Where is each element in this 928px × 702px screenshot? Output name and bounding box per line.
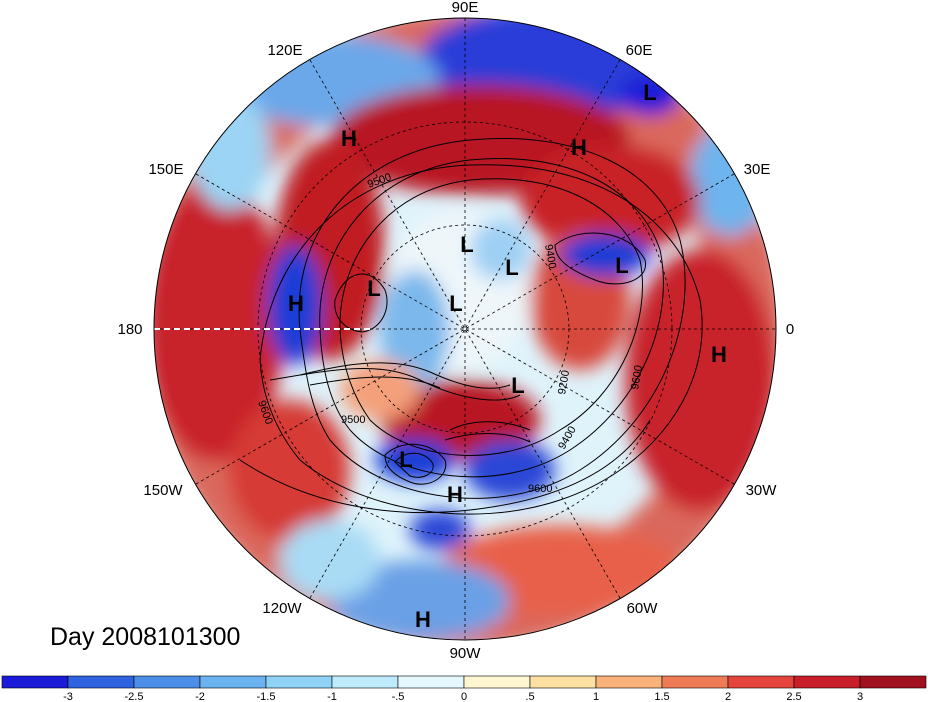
map-boundary — [153, 17, 777, 641]
colorbar-segment — [265, 675, 333, 689]
lon-label-60W: 60W — [627, 600, 659, 617]
lon-label-60E: 60E — [626, 42, 653, 59]
colorbar-tick-label: 1.5 — [654, 691, 669, 702]
pressure-center: L — [615, 253, 628, 278]
pressure-center: H — [447, 482, 463, 507]
colorbar-tick-label: -1.5 — [257, 691, 276, 702]
pressure-center: L — [505, 255, 518, 280]
contour-label: 9400 — [542, 243, 558, 269]
pressure-center: L — [460, 232, 473, 257]
pressure-center: H — [571, 135, 587, 160]
colorbar-segment — [793, 675, 861, 689]
height-contours — [239, 138, 703, 515]
pressure-center: H — [341, 126, 357, 151]
pressure-center: H — [711, 342, 727, 367]
colorbar-segment — [529, 675, 597, 689]
colorbar-tick-label: .5 — [525, 691, 534, 702]
colorbar-tick-label: 3 — [857, 691, 863, 702]
colorbar-segment — [463, 675, 531, 689]
lon-label-30E: 30E — [744, 161, 771, 178]
lon-label-90W: 90W — [450, 645, 482, 662]
colorbar-tick-label: 2 — [725, 691, 731, 702]
colorbar-tick-label: -2.5 — [125, 691, 144, 702]
pressure-center: L — [399, 447, 412, 472]
colorbar-segment — [67, 675, 135, 689]
contour-label: 9600 — [629, 364, 645, 390]
colorbar-segment — [331, 675, 399, 689]
colorbar-segment — [133, 675, 201, 689]
map-title: Day 2008101300 — [50, 623, 240, 651]
colorbar-tick-label: 2.5 — [786, 691, 801, 702]
pressure-center: L — [643, 80, 656, 105]
lon-label-120E: 120E — [267, 42, 302, 59]
colorbar-segment — [199, 675, 267, 689]
colorbar-segment — [1, 675, 69, 689]
pressure-center: L — [449, 291, 462, 316]
lon-label-150W: 150W — [143, 482, 183, 499]
contour-label: 9500 — [341, 414, 365, 426]
colorbar-segment — [727, 675, 795, 689]
pressure-center: L — [367, 276, 380, 301]
contour-label: 9600 — [528, 483, 552, 495]
lon-label-120W: 120W — [262, 600, 302, 617]
colorbar-tick-label: -1 — [327, 691, 337, 702]
lon-label-150E: 150E — [148, 161, 183, 178]
lon-label-90E: 90E — [452, 0, 479, 16]
pressure-center: H — [415, 607, 431, 632]
lon-label-0: 0 — [786, 321, 794, 338]
longitude-labels: 90E 60E 30E 0 30W 60W 90W 120W 150W 180 … — [117, 0, 794, 662]
colorbar: -3 -2.5 -2 -1.5 -1 -.5 0 .5 1 1.5 2 2.5 3 — [1, 675, 927, 702]
contour-label: 9200 — [556, 369, 572, 395]
colorbar-segment — [397, 675, 465, 689]
colorbar-segment — [595, 675, 663, 689]
colorbar-tick-label: 1 — [593, 691, 599, 702]
pressure-centers: H H L H L L L L H L H L L H L — [288, 80, 727, 632]
colorbar-tick-label: 0 — [461, 691, 467, 702]
colorbar-tick-label: -3 — [63, 691, 73, 702]
colorbar-tick-label: -2 — [195, 691, 205, 702]
colorbar-tick-label: -.5 — [392, 691, 405, 702]
pressure-center: H — [288, 291, 304, 316]
colorbar-segment — [859, 675, 927, 689]
lon-label-30W: 30W — [746, 482, 778, 499]
lon-label-180: 180 — [117, 321, 142, 338]
pressure-center: L — [511, 373, 524, 398]
colorbar-segment — [661, 675, 729, 689]
